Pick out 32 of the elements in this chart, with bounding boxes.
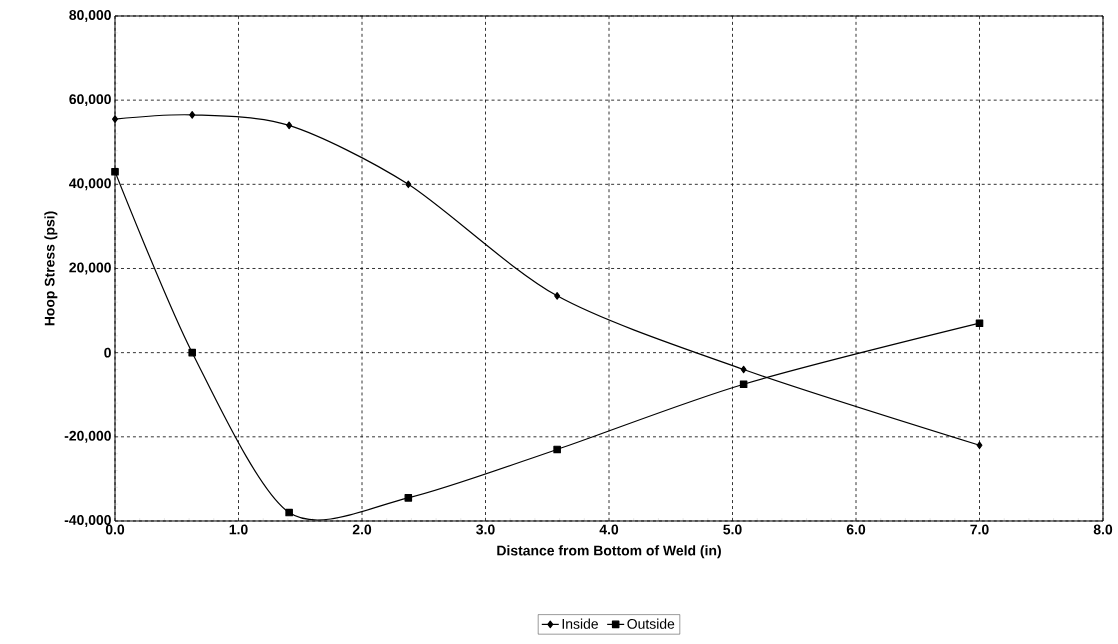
x-tick-label: 7.0: [970, 524, 989, 535]
point: [740, 365, 747, 374]
point: [286, 121, 293, 130]
legend-label: Inside: [562, 618, 598, 629]
point: [975, 319, 984, 327]
point: [976, 441, 983, 450]
point: [404, 494, 413, 502]
x-tick-label: 2.0: [352, 524, 372, 535]
legend-label: Outside: [627, 618, 675, 629]
y-tick-label: -20,000: [64, 430, 111, 443]
y-tick-label: 80,000: [69, 10, 111, 22]
x-tick-label: 6.0: [846, 524, 866, 535]
point: [405, 180, 412, 189]
x-tick-label: 5.0: [723, 524, 742, 535]
point: [189, 111, 196, 119]
x-tick-label: 8.0: [1093, 524, 1113, 535]
x-tick-label: 3.0: [476, 524, 495, 535]
point: [111, 167, 119, 176]
x-tick-label: 4.0: [599, 524, 619, 535]
y-tick-label: 0: [104, 347, 111, 358]
x-axis-title: Distance from Bottom of Weld (in): [497, 545, 721, 559]
point: [739, 380, 748, 389]
point: [285, 508, 293, 517]
y-tick-label: 40,000: [69, 178, 111, 191]
y-tick-label: 60,000: [69, 94, 111, 107]
point: [554, 292, 561, 300]
y-tick-label: 20,000: [69, 262, 111, 275]
point: [112, 115, 118, 123]
y-axis-title: Hoop Stress (psi): [44, 211, 58, 326]
point: [188, 348, 196, 357]
x-tick-label: 1.0: [229, 524, 248, 535]
point: [553, 445, 561, 454]
